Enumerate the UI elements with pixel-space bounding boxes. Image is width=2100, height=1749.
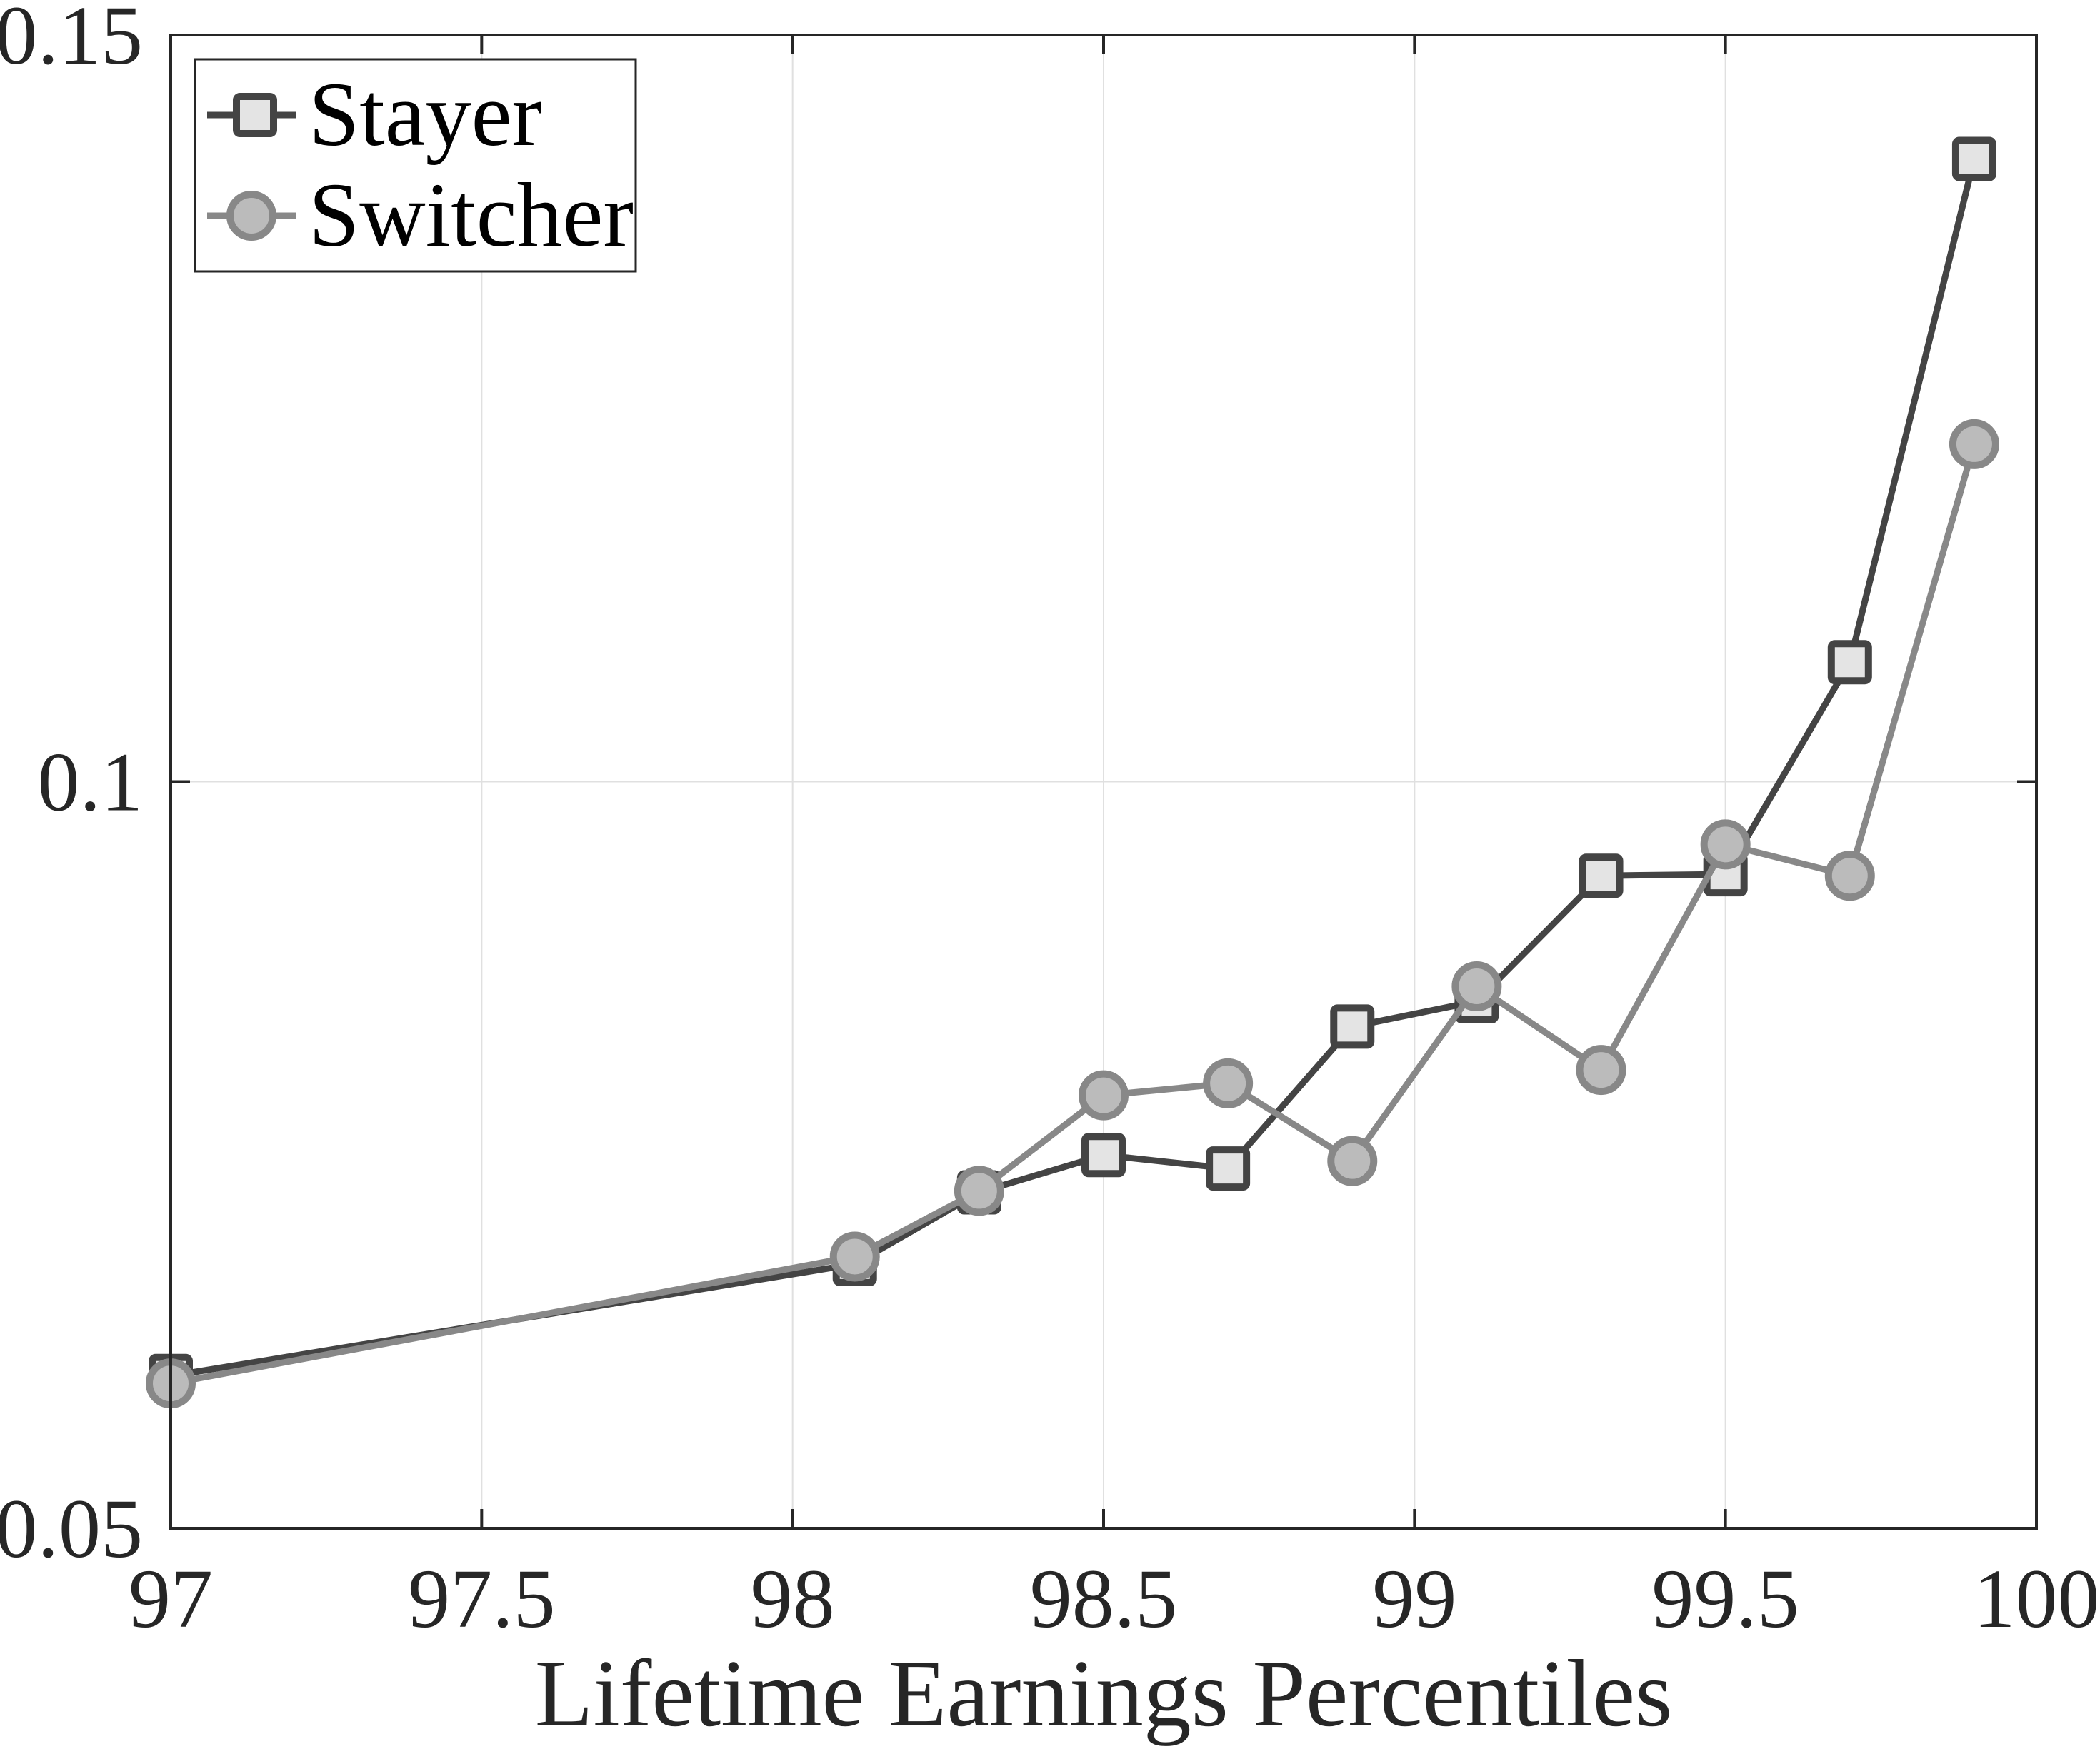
y-tick-label: 0.15	[0, 0, 143, 82]
circle-marker	[1203, 1058, 1254, 1108]
y-tick-label: 0.1	[38, 736, 144, 829]
square-marker-icon	[233, 93, 277, 137]
y-tick-label: 0.05	[0, 1482, 143, 1575]
circle-marker	[954, 1166, 1004, 1216]
x-tick-label: 98.5	[1030, 1552, 1178, 1645]
circle-marker	[1949, 419, 1999, 469]
circle-marker	[1327, 1136, 1378, 1186]
x-axis-label: Lifetime Earnings Percentiles	[535, 1640, 1673, 1746]
x-tick-label: 99.5	[1651, 1552, 1799, 1645]
x-tick-label: 98	[751, 1552, 835, 1645]
circle-marker	[1451, 961, 1502, 1011]
circle-marker	[1824, 851, 1875, 901]
square-marker	[1951, 136, 1996, 181]
square-marker	[1206, 1146, 1251, 1191]
legend-label-stayer: Stayer	[309, 64, 542, 165]
circle-marker	[1079, 1070, 1129, 1121]
x-tick-labels: 97 97.5 98 98.5 99 99.5 100	[129, 1552, 2100, 1645]
square-marker	[1081, 1133, 1126, 1178]
x-tick-label: 100	[1974, 1552, 2100, 1645]
y-tick-labels: 0.05 0.1 0.15	[0, 0, 143, 1575]
square-marker	[1579, 853, 1624, 898]
legend: Stayer Switcher	[194, 58, 637, 273]
circle-marker	[829, 1231, 880, 1282]
legend-item-switcher[interactable]: Switcher	[207, 164, 634, 266]
circle-marker	[1700, 819, 1751, 870]
axis-ticks	[169, 34, 2038, 1530]
circle-marker-icon	[226, 191, 276, 241]
circle-marker	[1576, 1045, 1626, 1096]
square-marker	[1827, 640, 1872, 685]
x-tick-label: 97	[129, 1552, 213, 1645]
square-marker	[1330, 1004, 1375, 1049]
legend-item-stayer[interactable]: Stayer	[207, 64, 542, 165]
x-tick-label: 99	[1372, 1552, 1456, 1645]
legend-label-switcher: Switcher	[309, 164, 634, 266]
x-tick-label: 97.5	[408, 1552, 556, 1645]
gridlines	[171, 35, 2036, 1528]
